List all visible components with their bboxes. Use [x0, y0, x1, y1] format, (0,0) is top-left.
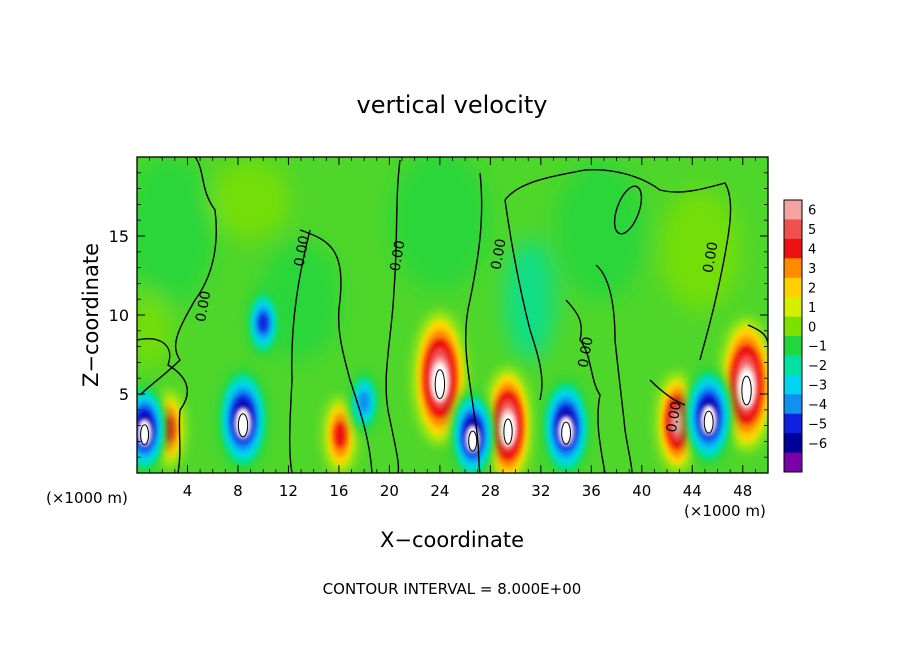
colorbar-label: −1 — [808, 340, 827, 355]
zero-contour-line — [565, 299, 606, 473]
colorbar-swatch — [784, 452, 802, 473]
zero-contour-line — [504, 168, 732, 361]
colorbar-swatch — [784, 413, 802, 434]
zero-contour-line — [385, 159, 401, 473]
x-tick-label: 44 — [683, 482, 702, 500]
x-tick-label: 48 — [733, 482, 752, 500]
contour-label: 0.00 — [700, 241, 721, 274]
zero-contour-line — [299, 229, 373, 473]
downdraft-core-6 — [217, 367, 269, 472]
colorbar-frame — [783, 199, 803, 473]
zero-contour-line — [595, 264, 633, 473]
colorbar-swatch — [784, 433, 802, 454]
colorbar-label: −3 — [808, 379, 827, 394]
downdraft-core-8 — [541, 377, 591, 473]
colorbar-label: −2 — [808, 359, 827, 374]
contour-interval-footer: CONTOUR INTERVAL = 8.000E+00 — [323, 580, 582, 598]
y-tick-label: 15 — [109, 227, 129, 246]
colorbar-label: 6 — [808, 204, 816, 219]
colorbar-label: 1 — [808, 301, 816, 316]
colorbar-swatch — [784, 238, 802, 259]
colorbar-label: 3 — [808, 262, 816, 277]
x-tick-label: 16 — [329, 482, 348, 500]
colorbar-swatch — [784, 394, 802, 415]
updraft-core-4 — [324, 397, 357, 473]
x-tick-label: 28 — [481, 482, 500, 500]
zero-contour-line — [139, 157, 217, 396]
contour-label: 0.00 — [576, 335, 597, 368]
contour-labels: 0.00 0.00 0.00 0.00 0.00 0.00 0.00 — [193, 234, 721, 433]
x-tick-label: 36 — [582, 482, 601, 500]
colorbar-label: −5 — [808, 417, 827, 432]
colorbar-swatch — [784, 336, 802, 356]
updraft-core-0 — [413, 312, 466, 444]
x-tick-label: 8 — [233, 482, 243, 500]
x-tick-label: 12 — [279, 482, 298, 500]
colorbar-swatch — [784, 200, 802, 220]
colorbar-label: 2 — [808, 281, 816, 296]
x-tick-label: 40 — [632, 482, 651, 500]
zero-contour-line — [649, 379, 686, 406]
x-tick-label: 24 — [430, 482, 449, 500]
x-tick-label: 32 — [531, 482, 550, 500]
updraft-core-2 — [485, 368, 532, 473]
downdraft-core-7 — [246, 288, 281, 358]
downdraft-core-10 — [684, 366, 734, 467]
x-tick-label: 20 — [380, 482, 399, 500]
zero-contour-line — [613, 185, 643, 235]
x-axis-label: X−coordinate — [380, 528, 524, 552]
x-unit-left: (×1000 m) — [46, 489, 128, 507]
zero-contour-line — [137, 338, 188, 473]
x-tick-label: 4 — [183, 482, 193, 500]
contour-label: 0.00 — [387, 239, 408, 272]
x-unit-right: (×1000 m) — [684, 502, 766, 520]
zero-contour-line — [465, 172, 483, 473]
colorbar-label: 5 — [808, 223, 816, 238]
plot-area: 0.000.00 0.00 0.000.000.000.00 4 8 12 16 20 24 2… — [109, 156, 769, 500]
zero-contour-line — [504, 199, 543, 401]
y-tick-label: 5 — [119, 385, 129, 404]
y-axis: 5 10 15 — [109, 172, 768, 458]
y-axis-label: Z−coordinate — [79, 243, 103, 387]
colorbar-swatch — [784, 355, 802, 376]
colorbar-label: 0 — [808, 320, 816, 335]
chart-title: vertical velocity — [357, 91, 548, 119]
colorbar-swatch — [784, 297, 802, 318]
colorbar-swatch — [784, 277, 802, 298]
y-tick-label: 10 — [109, 306, 129, 325]
colorbar-label: 4 — [808, 243, 816, 258]
contour-label: 0.00 — [488, 238, 509, 271]
colorbar-label: −6 — [808, 437, 827, 452]
downdraft-core-11 — [137, 383, 167, 473]
contour-label: 0.00 — [193, 290, 214, 323]
colorbar-swatch — [784, 316, 802, 337]
colorbar: 6 5 4 3 2 1 0 −1 −2 −3 −4 −5 −6 — [783, 199, 827, 473]
colorbar-swatch — [784, 219, 802, 240]
downdraft-core-12 — [348, 369, 380, 434]
contour-label: 0.00 — [664, 400, 685, 433]
contour-label: 0.00 — [292, 234, 313, 267]
zero-contours — [137, 157, 768, 473]
x-axis: 4 8 12 16 20 24 28 32 36 40 44 48 — [149, 157, 756, 500]
zero-contour-line — [288, 229, 311, 473]
colorbar-swatch — [784, 258, 802, 279]
colorbar-swatch — [784, 374, 802, 395]
colorbar-label: −4 — [808, 398, 827, 413]
